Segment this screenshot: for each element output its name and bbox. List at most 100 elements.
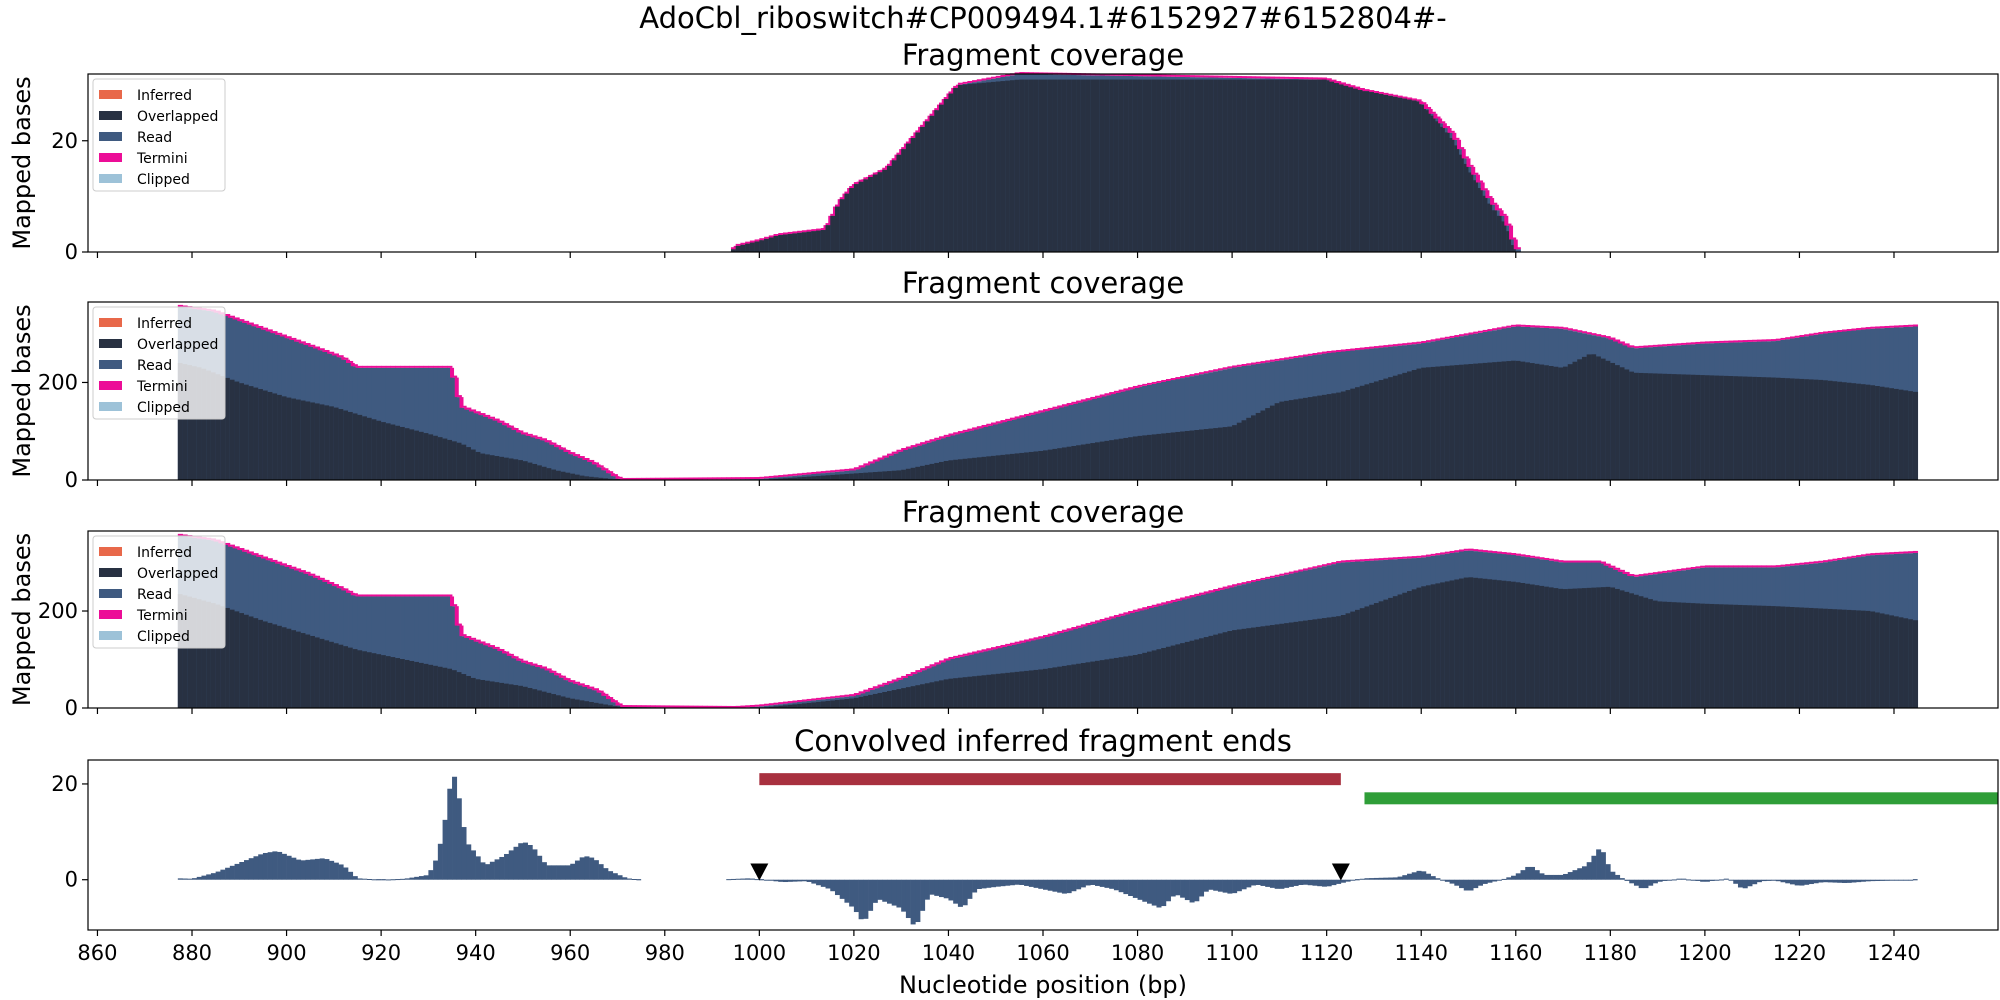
termini-mark [272,559,278,562]
end-signal-bar [381,879,386,881]
termini-mark [1123,388,1129,391]
termini-mark [631,705,637,708]
overlapped-bar [1681,602,1687,708]
read-bar [551,672,557,708]
termini-mark [1345,349,1351,352]
termini-mark [1246,363,1252,366]
termini-mark [1118,613,1124,616]
overlapped-bar [253,618,259,708]
overlapped-bar [177,362,183,480]
termini-mark [1123,73,1129,76]
read-bar [475,413,481,480]
overlapped-bar [560,696,566,708]
overlapped-bar [953,459,959,480]
overlapped-bar [1652,373,1659,480]
overlapped-bar [1449,365,1455,480]
termini-mark [1059,631,1064,634]
termini-mark [1003,420,1008,423]
overlapped-bar [1761,377,1767,480]
overlapped-bar [905,143,912,252]
end-signal-bar [579,857,585,880]
termini-mark [1227,366,1233,369]
overlapped-bar [806,231,812,252]
read-bar [371,596,377,708]
termini-mark [844,694,850,697]
termini-mark [1695,341,1701,344]
termini-mark [1676,568,1682,571]
read-bar [612,476,618,480]
overlapped-bar [1596,356,1602,480]
termini-mark [990,647,997,650]
termini-mark [454,377,459,398]
overlapped-bar [1359,608,1365,708]
overlapped-bar [348,411,354,480]
read-bar [593,464,599,480]
termini-mark [1875,552,1881,555]
overlapped-bar [1151,650,1157,708]
overlapped-bar [1142,652,1148,708]
termini-mark [920,668,926,671]
termini-mark [1041,637,1045,639]
overlapped-bar [1771,377,1777,480]
overlapped-bar [187,365,193,480]
termini-mark [423,594,429,597]
termini-mark [480,641,486,644]
overlapped-bar [1137,654,1143,708]
read-bar [768,477,774,480]
end-signal-bar [409,877,415,880]
overlapped-bar [1331,616,1337,708]
end-signal-bar [1165,879,1171,902]
termini-mark [1083,400,1088,402]
overlapped-bar [1014,671,1020,708]
read-bar [589,688,595,708]
read-bar [1009,419,1016,480]
legend-swatch [99,589,122,598]
overlapped-bar [976,675,982,708]
termini-mark [225,314,231,317]
overlapped-bar [1563,366,1569,480]
termini-mark [480,413,486,416]
end-signal-bar [1161,879,1167,907]
overlapped-bar [518,685,524,708]
read-bar [494,420,500,480]
termini-mark [1000,420,1006,423]
overlapped-bar [981,675,987,708]
overlapped-bar [1165,646,1172,708]
termini-mark [589,459,595,462]
termini-mark [1189,595,1195,598]
end-signal-bar [1870,879,1876,882]
termini-mark [636,705,642,708]
end-signal-bar [1435,878,1441,880]
termini-mark [574,454,581,457]
termini-mark [1194,593,1200,596]
termini-mark [984,425,989,427]
termini-mark [839,197,845,200]
termini-mark [456,623,462,626]
overlapped-bar [1468,172,1474,252]
termini-mark [1373,346,1380,349]
overlapped-bar [333,643,339,708]
end-signal-bar [1194,879,1200,902]
termini-mark [1161,602,1167,605]
termini-mark [981,78,987,81]
termini-mark [1428,108,1433,114]
end-signal-bar [1837,879,1843,883]
termini-mark [1156,603,1162,606]
overlapped-bar [1827,608,1833,708]
end-signal-bar [1043,879,1049,890]
termini-mark [300,341,306,344]
overlapped-bar [1435,121,1441,252]
termini-mark [1217,587,1224,590]
end-signal-bar [1402,875,1408,880]
end-signal-bar [1860,879,1866,882]
overlapped-bar [565,472,571,480]
overlapped-bar [1147,79,1153,252]
overlapped-bar [343,410,349,480]
termini-mark [1184,75,1190,78]
termini-mark [229,315,235,318]
termini-mark [1156,380,1162,383]
termini-mark [1433,113,1438,119]
termini-mark [1298,77,1304,80]
boundary-marker [750,863,769,881]
termini-mark [901,147,907,150]
